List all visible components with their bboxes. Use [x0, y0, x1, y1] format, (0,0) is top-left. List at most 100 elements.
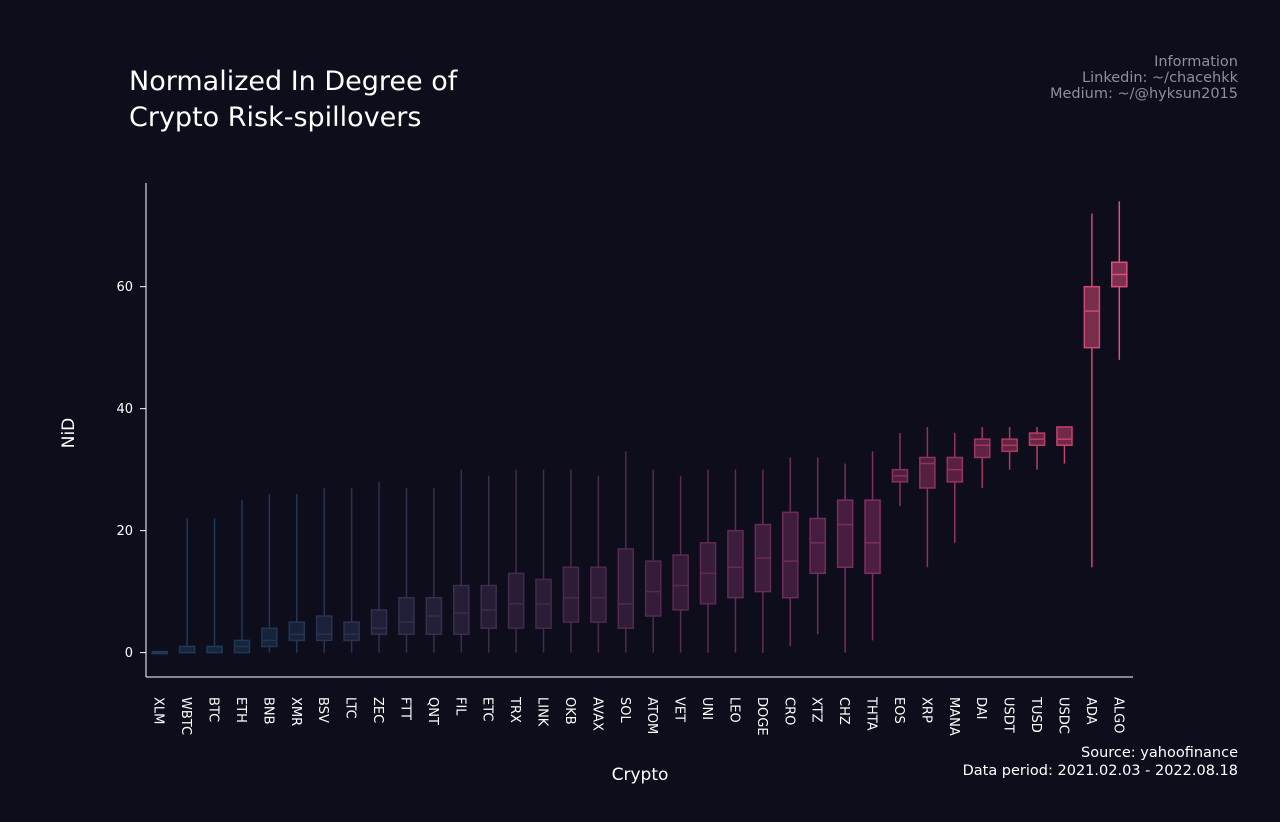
iqr-box	[562, 566, 580, 623]
box-ftt	[398, 487, 415, 653]
x-tick-label: XTZ	[809, 697, 824, 723]
iqr-box	[1083, 285, 1101, 349]
x-axis-ticks: XLM WBTC BTC ETH BNB XMR BSV LTC ZEC FTT QNT FIL ETC…	[151, 696, 1126, 736]
box-leo	[727, 469, 744, 653]
box-mana	[946, 433, 964, 543]
x-tick-label: ETH	[233, 697, 248, 723]
box-xmr	[288, 494, 306, 653]
box-vet	[672, 475, 689, 653]
x-tick-label: MANA	[946, 697, 961, 736]
x-tick-label: BNB	[260, 697, 275, 725]
box-algo	[1111, 201, 1128, 360]
iqr-box	[590, 566, 607, 623]
x-tick-label: TUSD	[1028, 696, 1043, 733]
x-tick-label: LINK	[535, 697, 550, 727]
box-avax	[590, 475, 607, 653]
iqr-box	[370, 609, 388, 636]
x-tick-label: LEO	[726, 697, 741, 723]
box-xrp	[919, 426, 936, 568]
box-usdt	[1001, 426, 1018, 470]
box-tusd	[1028, 426, 1046, 470]
box-doge	[754, 469, 772, 653]
chart-title-line-2: Crypto Risk-spillovers	[129, 102, 422, 133]
y-tick-label: 60	[116, 280, 133, 295]
box-wbtc	[178, 518, 196, 654]
box-bnb	[261, 494, 278, 653]
box-eos	[891, 433, 909, 507]
x-tick-label: WBTC	[178, 697, 193, 735]
box-ltc	[343, 487, 360, 653]
box-link	[535, 469, 552, 653]
iqr-box	[864, 499, 881, 575]
info-medium: Medium: ~/@hyksun2015	[1049, 86, 1238, 102]
x-tick-label: UNI	[699, 697, 714, 720]
x-tick-label: BSV	[315, 697, 330, 723]
info-linkedin: Linkedin: ~/chacehkk	[1082, 70, 1238, 86]
box-dai	[973, 426, 991, 488]
y-tick-label: 40	[116, 402, 133, 417]
box-atom	[644, 469, 662, 653]
x-tick-label: TRX	[507, 696, 522, 723]
iqr-box	[288, 621, 306, 642]
box-xlm	[151, 650, 168, 655]
x-tick-label: LTC	[343, 697, 358, 719]
y-axis-ticks: 0 20 40 60	[116, 280, 146, 661]
x-tick-label: CRO	[781, 697, 796, 725]
iqr-box	[480, 584, 497, 629]
box-trx	[507, 469, 525, 653]
x-tick-label: EOS	[891, 697, 906, 724]
x-tick-label: SOL	[617, 697, 632, 723]
source-block: Source: yahoofinance Data period: 2021.0…	[963, 744, 1238, 780]
x-tick-label: ADA	[1083, 697, 1098, 725]
info-heading: Information	[1154, 54, 1238, 70]
chart-title-line-1: Normalized In Degree of	[129, 66, 458, 97]
x-tick-label: VET	[672, 697, 687, 722]
iqr-box	[453, 584, 470, 636]
box-sol	[617, 451, 635, 653]
box-okb	[562, 469, 580, 653]
iqr-box	[836, 499, 854, 568]
x-tick-label: DOGE	[754, 697, 769, 736]
box-bsv	[315, 487, 333, 653]
iqr-box	[782, 511, 799, 599]
box-xtz	[809, 457, 826, 635]
y-axis-title: NiD	[59, 418, 79, 449]
x-tick-label: QNT	[425, 697, 440, 725]
iqr-box	[644, 560, 662, 617]
box-uni	[699, 469, 717, 653]
x-tick-label: AVAX	[589, 697, 604, 731]
box-ada	[1083, 213, 1101, 568]
x-tick-label: XRP	[918, 697, 933, 723]
x-tick-label: XMR	[288, 697, 303, 726]
x-tick-label: XLM	[151, 697, 166, 724]
x-tick-label: USDC	[1055, 697, 1070, 734]
box-usdc	[1056, 426, 1073, 464]
x-tick-label: THTA	[864, 696, 879, 731]
iqr-box	[672, 554, 689, 611]
box-eth	[233, 500, 251, 654]
iqr-box	[206, 645, 223, 654]
x-tick-label: ALGO	[1110, 697, 1125, 733]
data-period-line: Data period: 2021.02.03 - 2022.08.18	[962, 763, 1238, 779]
x-tick-label: DAI	[973, 697, 988, 720]
box-etc	[480, 475, 497, 653]
box-cro	[782, 457, 799, 647]
iqr-box	[343, 621, 360, 642]
iqr-box	[261, 627, 278, 648]
box-chz	[836, 463, 854, 653]
x-tick-label: BTC	[206, 697, 221, 722]
x-axis-title: Crypto	[612, 765, 669, 785]
box-qnt	[425, 487, 443, 653]
x-tick-label: FTT	[397, 697, 412, 720]
info-block: Information Linkedin: ~/chacehkk Medium:…	[1050, 54, 1238, 102]
y-tick-label: 20	[116, 524, 133, 539]
iqr-box	[919, 456, 936, 489]
x-tick-label: ETC	[480, 697, 495, 721]
iqr-box	[315, 615, 333, 642]
source-line: Source: yahoofinance	[1081, 745, 1238, 761]
x-tick-label: FIL	[452, 697, 467, 716]
iqr-box	[178, 645, 196, 654]
box-thta	[864, 451, 881, 641]
iqr-box	[617, 548, 635, 629]
